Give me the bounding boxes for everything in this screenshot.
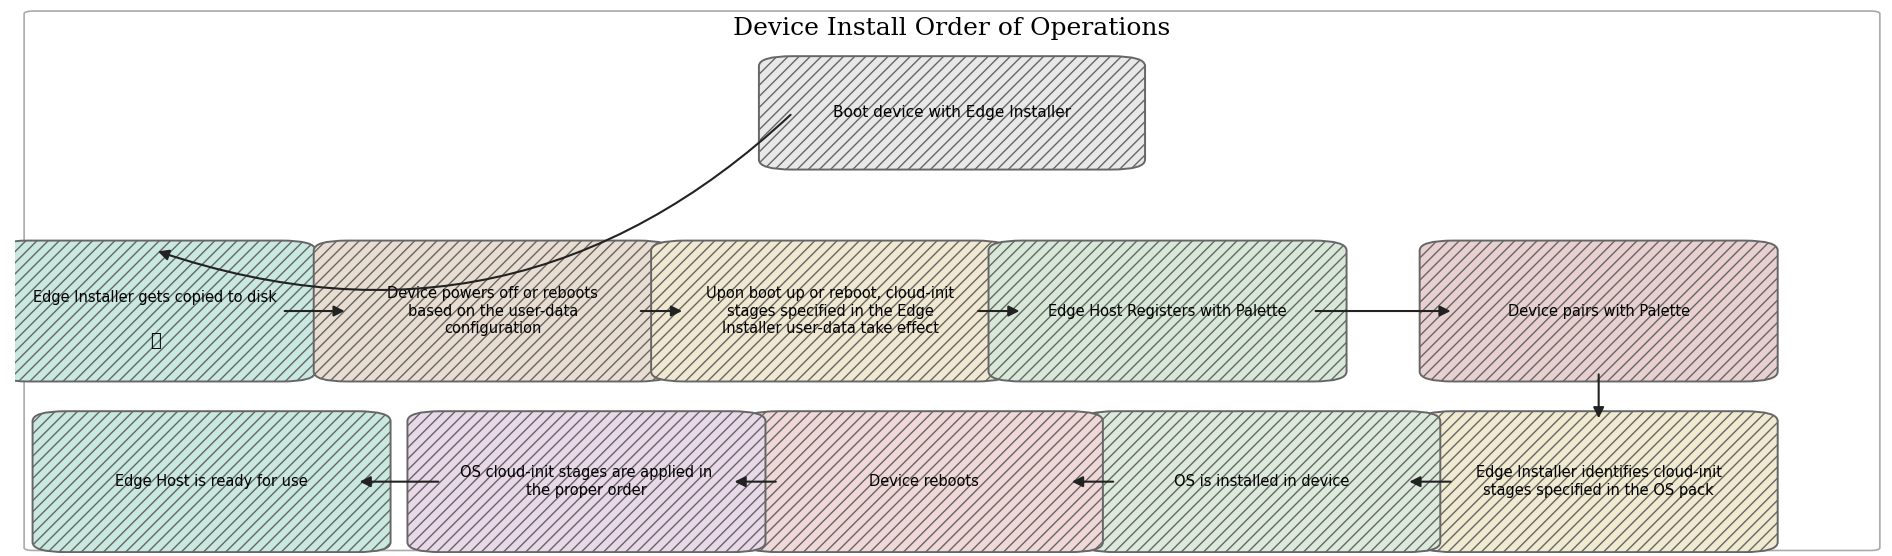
Text: Upon boot up or reboot, cloud-init
stages specified in the Edge
Installer user-d: Upon boot up or reboot, cloud-init stage…	[706, 286, 954, 336]
FancyBboxPatch shape	[988, 241, 1347, 381]
FancyBboxPatch shape	[651, 241, 1008, 381]
FancyBboxPatch shape	[314, 241, 672, 381]
FancyBboxPatch shape	[0, 241, 316, 381]
Text: Device pairs with Palette: Device pairs with Palette	[1508, 304, 1690, 319]
Text: Edge Installer gets copied to disk: Edge Installer gets copied to disk	[34, 290, 278, 305]
Text: Boot device with Edge Installer: Boot device with Edge Installer	[832, 106, 1071, 120]
Text: Edge Installer identifies cloud-init
stages specified in the OS pack: Edge Installer identifies cloud-init sta…	[1476, 465, 1722, 498]
Text: OS is installed in device: OS is installed in device	[1173, 474, 1349, 489]
FancyBboxPatch shape	[1419, 411, 1778, 552]
Text: OS cloud-init stages are applied in
the proper order: OS cloud-init stages are applied in the …	[460, 465, 713, 498]
FancyBboxPatch shape	[745, 411, 1103, 552]
Text: Device Install Order of Operations: Device Install Order of Operations	[734, 17, 1171, 39]
Text: Edge Host is ready for use: Edge Host is ready for use	[115, 474, 308, 489]
FancyBboxPatch shape	[1082, 411, 1440, 552]
Text: Device powers off or reboots
based on the user-data
configuration: Device powers off or reboots based on th…	[388, 286, 598, 336]
FancyBboxPatch shape	[759, 56, 1145, 170]
FancyBboxPatch shape	[32, 411, 390, 552]
FancyBboxPatch shape	[407, 411, 766, 552]
Text: 💾: 💾	[149, 332, 161, 350]
FancyBboxPatch shape	[1419, 241, 1778, 381]
Text: Edge Host Registers with Palette: Edge Host Registers with Palette	[1048, 304, 1287, 319]
Text: Device reboots: Device reboots	[868, 474, 978, 489]
